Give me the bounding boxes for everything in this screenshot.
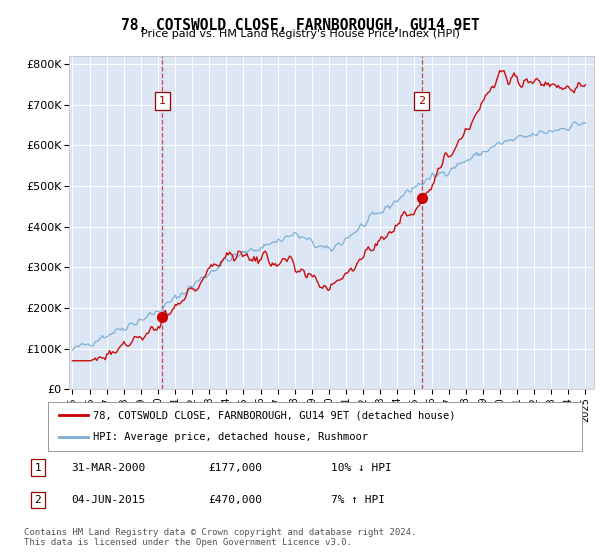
Text: 78, COTSWOLD CLOSE, FARNBOROUGH, GU14 9ET (detached house): 78, COTSWOLD CLOSE, FARNBOROUGH, GU14 9E… [94, 410, 456, 421]
Text: 1: 1 [35, 463, 41, 473]
Text: 78, COTSWOLD CLOSE, FARNBOROUGH, GU14 9ET: 78, COTSWOLD CLOSE, FARNBOROUGH, GU14 9E… [121, 18, 479, 33]
Text: 31-MAR-2000: 31-MAR-2000 [71, 463, 146, 473]
Text: 7% ↑ HPI: 7% ↑ HPI [331, 495, 385, 505]
Text: £177,000: £177,000 [208, 463, 262, 473]
Text: Contains HM Land Registry data © Crown copyright and database right 2024.
This d: Contains HM Land Registry data © Crown c… [24, 528, 416, 547]
Text: HPI: Average price, detached house, Rushmoor: HPI: Average price, detached house, Rush… [94, 432, 368, 442]
Text: 2: 2 [418, 96, 425, 106]
Text: 10% ↓ HPI: 10% ↓ HPI [331, 463, 392, 473]
Text: £470,000: £470,000 [208, 495, 262, 505]
Text: 04-JUN-2015: 04-JUN-2015 [71, 495, 146, 505]
Text: Price paid vs. HM Land Registry's House Price Index (HPI): Price paid vs. HM Land Registry's House … [140, 29, 460, 39]
Text: 1: 1 [159, 96, 166, 106]
Text: 2: 2 [35, 495, 41, 505]
